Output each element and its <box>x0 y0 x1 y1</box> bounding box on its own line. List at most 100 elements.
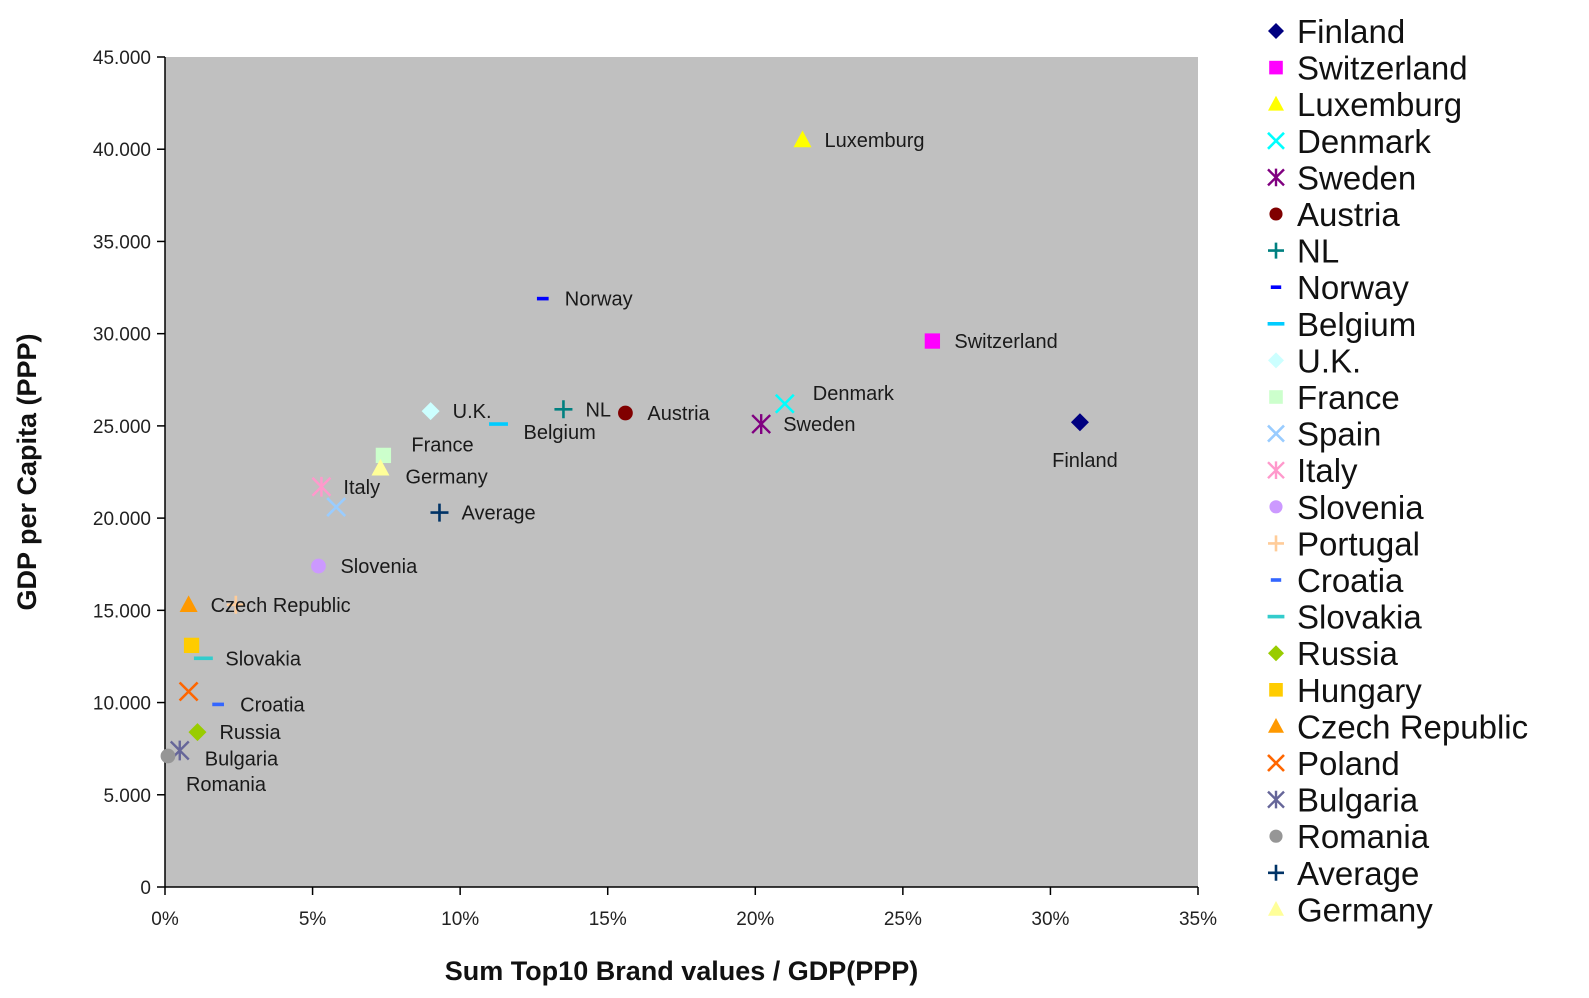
legend-label: U.K. <box>1297 342 1361 379</box>
legend-marker <box>1269 390 1283 404</box>
point-marker <box>311 476 332 497</box>
x-axis-title: Sum Top10 Brand values / GDP(PPP) <box>445 956 919 986</box>
legend-item-croatia: Croatia <box>1270 562 1404 599</box>
point-marker <box>178 681 199 702</box>
legend-label: Poland <box>1297 745 1400 782</box>
plot-area <box>165 57 1198 887</box>
legend-label: France <box>1297 379 1400 416</box>
point-label-russia: Russia <box>219 722 281 744</box>
x-tick-label: 5% <box>299 909 327 930</box>
legend-item-slovenia: Slovenia <box>1269 489 1424 526</box>
point-sweden <box>751 414 772 434</box>
legend-marker <box>1267 424 1285 443</box>
legend-label: NL <box>1297 233 1339 270</box>
point-marker <box>554 400 573 419</box>
y-tick-label: 30.000 <box>93 325 151 346</box>
point-label-germany: Germany <box>405 466 487 488</box>
legend-marker <box>1268 718 1284 733</box>
point-marker <box>160 748 176 764</box>
y-tick-label: 10.000 <box>93 694 151 715</box>
point-luxemburg <box>793 130 812 148</box>
legend-label: Bulgaria <box>1297 782 1419 819</box>
legend-item-belgium: Belgium <box>1267 306 1416 343</box>
legend-label: Hungary <box>1297 672 1422 709</box>
legend-item-russia: Russia <box>1268 635 1399 672</box>
point-germany <box>371 458 390 476</box>
legend-label: Spain <box>1297 416 1381 453</box>
legend-item-u-k: U.K. <box>1268 342 1361 379</box>
x-tick-label: 20% <box>736 909 774 930</box>
legend-label: Croatia <box>1297 562 1404 599</box>
point-label-luxemburg: Luxemburg <box>825 130 925 152</box>
point-average <box>430 503 449 522</box>
legend-label: Slovakia <box>1297 599 1422 636</box>
point-label-nl: NL <box>585 399 611 421</box>
legend-item-romania: Romania <box>1269 818 1430 855</box>
point-label-bulgaria: Bulgaria <box>205 749 279 771</box>
legend-item-germany: Germany <box>1268 891 1433 928</box>
x-tick-label: 35% <box>1179 909 1217 930</box>
point-marker <box>226 595 245 614</box>
y-tick-label: 5.000 <box>103 786 151 807</box>
legend-marker <box>1268 901 1284 916</box>
legend-marker <box>1269 829 1283 843</box>
legend-marker <box>1268 242 1284 259</box>
point-u-k <box>421 402 440 421</box>
legend-marker <box>1267 461 1285 480</box>
legend-label: Average <box>1297 855 1419 892</box>
point-hungary <box>183 637 200 654</box>
legend-item-portugal: Portugal <box>1268 525 1420 562</box>
legend-item-czech-republic: Czech Republic <box>1268 708 1528 745</box>
x-tick-label: 15% <box>589 909 627 930</box>
legend-marker <box>1268 645 1284 662</box>
y-tick-label: 45.000 <box>93 48 151 69</box>
legend-label: Sweden <box>1297 159 1416 196</box>
y-tick-label: 35.000 <box>93 232 151 253</box>
point-marker <box>212 702 224 707</box>
legend-marker <box>1269 207 1283 221</box>
point-label-romania: Romania <box>186 774 267 796</box>
legend-item-nl: NL <box>1268 233 1339 270</box>
legend-label: Finland <box>1297 13 1405 50</box>
point-russia <box>188 723 207 742</box>
point-italy <box>311 476 332 497</box>
point-label-slovakia: Slovakia <box>225 648 301 670</box>
y-tick-label: 40.000 <box>93 140 151 161</box>
legend-item-hungary: Hungary <box>1269 672 1422 709</box>
legend-item-average: Average <box>1268 855 1419 892</box>
legend-label: Denmark <box>1297 123 1431 160</box>
point-romania <box>160 748 176 764</box>
legend-marker <box>1269 683 1283 697</box>
legend-item-norway: Norway <box>1270 269 1409 306</box>
point-label-croatia: Croatia <box>240 694 305 716</box>
point-label-denmark: Denmark <box>813 383 895 405</box>
axes: 0 5.000 10.000 15.000 20.000 25.000 30.000 35.0… <box>93 48 1217 930</box>
legend-label: Austria <box>1297 196 1400 233</box>
legend-item-sweden: Sweden <box>1267 159 1416 196</box>
x-tick-label: 25% <box>884 909 922 930</box>
point-belgium <box>489 422 508 426</box>
legend-item-finland: Finland <box>1268 13 1405 50</box>
legend-label: Italy <box>1297 452 1358 489</box>
legend-label: Germany <box>1297 891 1433 928</box>
legend-item-switzerland: Switzerland <box>1269 50 1468 87</box>
point-slovakia <box>193 656 213 661</box>
legend: FinlandSwitzerlandLuxemburgDenmarkSweden… <box>1267 13 1528 928</box>
point-marker <box>924 333 941 349</box>
point-croatia <box>212 702 224 707</box>
point-label-france: France <box>411 434 473 456</box>
point-label-italy: Italy <box>343 477 380 499</box>
legend-label: Portugal <box>1297 525 1420 562</box>
legend-item-slovakia: Slovakia <box>1267 599 1422 636</box>
legend-item-austria: Austria <box>1269 196 1400 233</box>
point-marker <box>430 503 449 522</box>
point-marker <box>793 130 812 148</box>
point-label-finland: Finland <box>1052 450 1118 472</box>
point-marker <box>489 422 508 426</box>
legend-marker <box>1269 60 1283 75</box>
point-denmark <box>774 393 795 414</box>
point-switzerland <box>924 333 941 349</box>
point-marker <box>421 402 440 421</box>
point-austria <box>618 405 633 421</box>
legend-item-poland: Poland <box>1267 745 1400 782</box>
